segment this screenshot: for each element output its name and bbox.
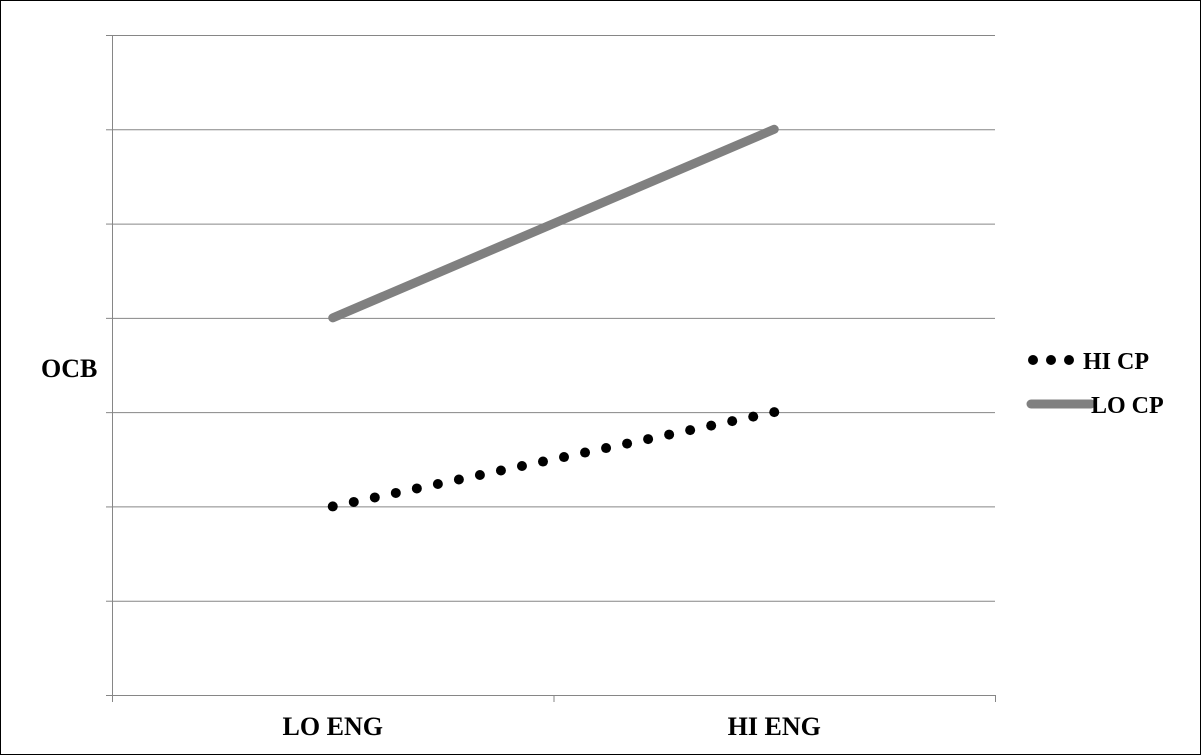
- gridlines: [112, 35, 995, 602]
- legend: HI CP LO CP: [1026, 349, 1164, 419]
- series-point: [664, 429, 675, 440]
- series-point: [559, 452, 570, 463]
- series-point: [432, 478, 443, 489]
- x-tick-label: LO ENG: [283, 712, 383, 741]
- series-point: [516, 461, 527, 472]
- legend-lo-cp-item: LO CP: [1026, 393, 1164, 419]
- series-point: [769, 407, 780, 418]
- y-axis-label: OCB: [41, 354, 97, 383]
- series-point: [685, 425, 696, 436]
- legend-hi-cp-dot: [1046, 355, 1056, 365]
- series-point: [327, 501, 338, 512]
- series-hi-cp-line: [327, 407, 780, 512]
- x-tick-labels: LO ENG HI ENG: [283, 712, 821, 741]
- series-lines: [327, 124, 780, 512]
- series-point: [537, 456, 548, 467]
- series-point: [495, 465, 506, 476]
- series-point: [706, 420, 717, 431]
- series-point: [411, 483, 422, 494]
- series-point: [348, 496, 359, 507]
- series-point: [727, 416, 738, 427]
- x-tick-label: HI ENG: [728, 712, 821, 741]
- series-point: [580, 447, 591, 458]
- axes: [106, 35, 996, 702]
- legend-lo-cp-label: LO CP: [1091, 393, 1164, 419]
- series-point: [474, 470, 485, 480]
- legend-hi-cp-dot: [1028, 355, 1038, 365]
- series-point: [622, 438, 633, 449]
- series-point: [748, 411, 759, 422]
- series-point: [643, 434, 654, 445]
- series-point: [369, 492, 380, 503]
- series-point: [390, 487, 401, 498]
- legend-hi-cp-dot: [1064, 355, 1074, 365]
- legend-hi-cp-item: HI CP: [1028, 349, 1149, 375]
- series-point: [601, 443, 612, 454]
- series-point: [453, 474, 464, 485]
- legend-hi-cp-label: HI CP: [1083, 349, 1149, 375]
- series-lo-cp-line: [328, 124, 779, 323]
